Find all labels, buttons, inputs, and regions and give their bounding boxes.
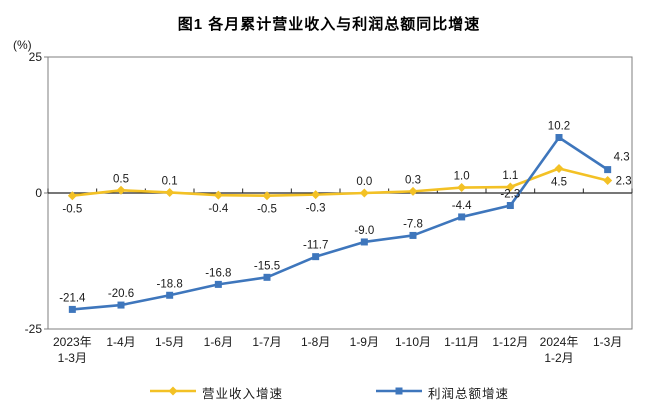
revenue-marker	[311, 190, 321, 200]
profit-marker	[263, 273, 271, 281]
legend-item-revenue: 营业收入增速	[149, 383, 283, 402]
y-axis-unit-label: (%)	[13, 38, 32, 52]
x-category-label: 1-8月	[301, 335, 330, 349]
x-category-label: 1-12月	[492, 335, 528, 349]
x-category-label: 1-3月	[58, 351, 87, 365]
profit-line	[72, 136, 609, 311]
revenue-data-label: 0.5	[113, 173, 129, 185]
y-tick-label: 25	[29, 50, 43, 64]
revenue-line	[72, 167, 608, 198]
revenue-data-label: 1.0	[454, 171, 470, 183]
profit-marker	[360, 238, 368, 246]
revenue-marker	[165, 187, 175, 197]
revenue-marker	[603, 175, 613, 185]
profit-data-label: 10.2	[548, 121, 570, 133]
chart-title: 图1 各月累计营业收入与利润总额同比增速	[177, 16, 481, 33]
revenue-legend-swatch-graphic	[149, 386, 196, 395]
revenue-marker	[554, 164, 564, 174]
x-category-label: 1-4月	[106, 335, 135, 349]
profit-legend-label: 利润总额增速	[428, 387, 510, 401]
profit-data-label: -7.8	[403, 218, 423, 230]
x-category-label: 1-5月	[155, 335, 184, 349]
revenue-data-label: 0.3	[405, 174, 421, 186]
profit-data-label: -18.8	[157, 278, 183, 290]
x-category-label: 1-9月	[350, 335, 379, 349]
profit-marker	[506, 202, 514, 210]
x-category-label: 2024年	[540, 335, 579, 349]
x-category-label: 1-3月	[593, 335, 622, 349]
profit-data-label: -16.8	[205, 267, 231, 279]
profit-data-label: -11.7	[303, 240, 328, 252]
revenue-data-label: 1.1	[502, 170, 518, 182]
x-category-label: 1-2月	[544, 351, 573, 365]
revenue-data-label: -0.4	[208, 203, 228, 215]
profit-legend-swatch-graphic	[376, 387, 422, 394]
revenue-data-label: -0.3	[306, 203, 326, 215]
profit-marker	[409, 231, 417, 239]
x-category-label: 2023年	[53, 335, 92, 349]
profit-marker	[458, 213, 466, 221]
profit-marker	[312, 253, 320, 261]
revenue-data-label: 4.5	[551, 177, 567, 189]
revenue-marker	[457, 183, 467, 193]
y-tick-label: 0	[35, 186, 42, 200]
revenue-marker	[213, 190, 223, 200]
profit-data-label: -9.0	[354, 225, 374, 237]
profit-marker	[117, 301, 125, 309]
x-category-label: 1-6月	[204, 335, 233, 349]
profit-data-label: 4.3	[614, 152, 630, 164]
profit-marker	[166, 291, 174, 299]
revenue-data-label: 0.0	[356, 176, 372, 188]
profit-data-label: -15.5	[254, 260, 280, 272]
x-category-label: 1-11月	[444, 335, 479, 349]
x-category-label: 1-10月	[395, 335, 431, 349]
revenue-data-label: -0.5	[257, 204, 277, 216]
profit-marker	[68, 305, 76, 313]
revenue-data-label: 0.1	[162, 175, 178, 187]
revenue-marker	[262, 191, 272, 201]
profit-legend-swatch	[375, 384, 423, 402]
revenue-marker	[116, 185, 126, 195]
revenue-marker	[408, 186, 418, 196]
revenue-marker	[67, 191, 77, 201]
revenue-data-label: -0.5	[62, 204, 82, 216]
profit-marker	[555, 134, 563, 142]
profit-data-label: -2.3	[500, 189, 520, 201]
profit-marker	[604, 166, 612, 174]
profit-data-label: -4.4	[452, 200, 472, 212]
legend-item-profit: 利润总额增速	[375, 383, 509, 402]
revenue-marker	[505, 182, 515, 192]
profit-data-label: -21.4	[59, 292, 86, 304]
profit-legend-marker	[395, 387, 403, 394]
y-tick-label: -25	[25, 322, 43, 336]
revenue-legend-marker	[168, 386, 178, 395]
revenue-marker	[359, 188, 369, 198]
x-category-label: 1-7月	[252, 335, 281, 349]
revenue-legend-swatch	[149, 384, 197, 402]
revenue-data-label: 2.3	[616, 175, 632, 187]
profit-marker	[214, 280, 222, 288]
revenue-legend-label: 营业收入增速	[201, 387, 283, 401]
profit-data-label: -20.6	[108, 288, 134, 300]
legend: 营业收入增速 利润总额增速	[0, 383, 658, 402]
